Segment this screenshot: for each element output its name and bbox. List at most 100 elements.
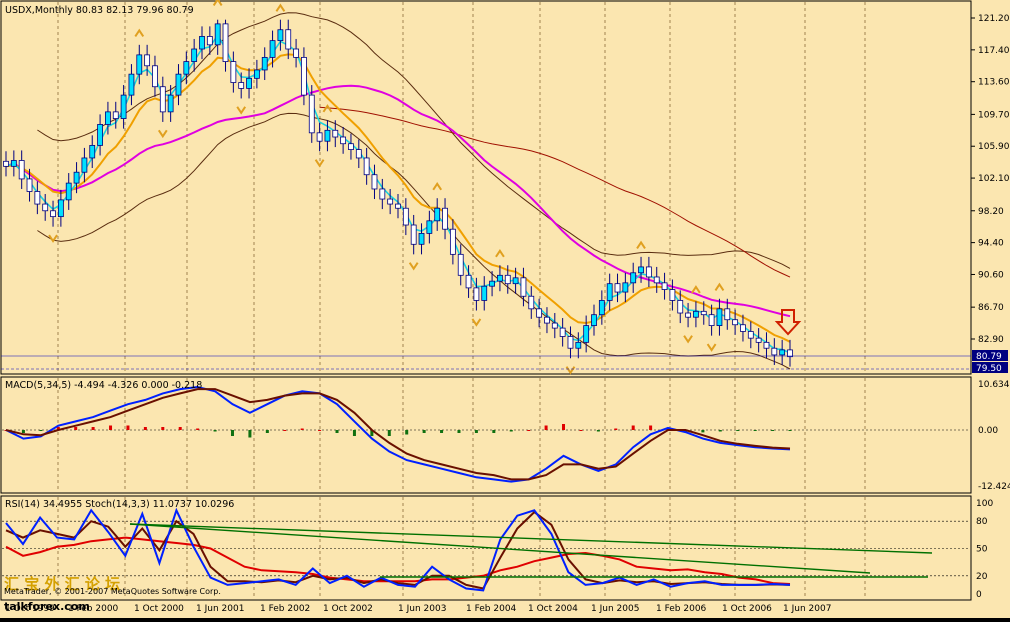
candle-body: [504, 274, 511, 285]
mid-ma-line: [5, 53, 791, 343]
time-label: 1 Jun 2001: [196, 604, 244, 614]
macd-hist-bar: [614, 428, 618, 430]
rsi-trendline-upper: [129, 523, 933, 554]
macd-hist-bar: [318, 430, 322, 431]
fractal-up-icon: [432, 182, 443, 191]
candle-body: [371, 174, 378, 190]
macd-hist-bar: [56, 427, 60, 430]
candle-body: [269, 40, 276, 58]
candle-body: [575, 341, 582, 349]
macd-hist-bar: [509, 430, 513, 432]
candle-body: [285, 29, 292, 50]
rsi-scale-label: 50: [976, 545, 988, 555]
fractal-down-icon: [236, 106, 247, 115]
candle-body: [97, 124, 103, 146]
candle-body: [551, 322, 558, 329]
time-label: 1 Jun 2005: [591, 604, 639, 614]
lower-band: [37, 112, 791, 370]
candle-body: [693, 310, 699, 318]
candle-body: [324, 129, 331, 142]
candle-body: [669, 289, 676, 301]
candle-body: [65, 182, 72, 201]
price-label: 86.70: [978, 303, 1004, 313]
time-label: 1 Feb 2000: [68, 604, 119, 614]
candle-body: [301, 56, 307, 96]
time-axis: 1 Oct 1999 1 Feb 2000 1 Oct 2000 1 Jun 2001…: [5, 604, 831, 614]
macd-grid: [2, 378, 970, 492]
macd-hist-bar: [300, 428, 304, 430]
current-price-label: 80.79: [972, 350, 1008, 362]
fractal-down-icon: [48, 234, 58, 243]
macd-hist-bar: [74, 427, 78, 430]
time-label: 1 Jun 2007: [783, 604, 831, 614]
candle-body: [159, 86, 166, 113]
candle-body: [740, 324, 746, 332]
macd-pane[interactable]: MACD(5,34,5) -4.494 -4.326 0.000 -0.218: [0, 376, 972, 494]
fractal-down-icon: [471, 318, 482, 327]
macd-hist-bar: [248, 430, 252, 438]
rsi-stoch-pane[interactable]: RSI(14) 34.4955 Stoch(14,3,3) 11.0737 10…: [0, 495, 972, 601]
candle-body: [128, 73, 135, 96]
macd-hist-bar: [492, 430, 496, 433]
candle-body: [653, 276, 660, 284]
watermark-site: talkforex.com: [4, 600, 90, 613]
price-label: 105.90: [978, 142, 1010, 152]
time-label: 1 Feb 2006: [656, 604, 707, 614]
price-label: 82.90: [978, 335, 1004, 345]
down-arrow-icon: [774, 309, 802, 336]
candle-body: [489, 280, 495, 287]
candle-body: [348, 143, 354, 150]
rsi-line: [5, 536, 791, 585]
candle-body: [253, 69, 260, 79]
main-pane-title: USDX,Monthly 80.83 82.13 79.96 80.79: [5, 5, 194, 16]
rsi-scale-label: 20: [976, 572, 988, 582]
fractal-markers: [48, 0, 725, 375]
candle-body: [183, 61, 190, 75]
fractal-up-icon: [714, 282, 725, 291]
macd-hist-bar: [143, 427, 147, 430]
candle-body: [277, 29, 284, 42]
main-price-pane[interactable]: USDX,Monthly 80.83 82.13 79.96 80.79: [0, 0, 972, 375]
price-label: 121.20: [978, 14, 1010, 24]
long-ma: [319, 106, 791, 278]
macd-hist-bar: [457, 430, 461, 433]
candle-body: [520, 277, 527, 297]
macd-hist-bar: [474, 430, 478, 433]
macd-hist-bar: [579, 430, 583, 431]
macd-hist-bar: [596, 430, 600, 432]
candle-body: [42, 203, 49, 212]
candle-body: [81, 157, 88, 173]
candle-body: [583, 325, 590, 343]
macd-hist-bar: [736, 430, 740, 431]
candle-body: [120, 94, 127, 119]
stoch-main-line: [5, 507, 791, 592]
candle-body: [685, 312, 691, 318]
candle-body: [355, 149, 362, 159]
rsi-trendline-mid: [129, 523, 871, 574]
macd-hist-bar: [213, 430, 217, 432]
candle-body: [724, 308, 731, 321]
macd-line: [5, 385, 791, 483]
candlestick-series: [3, 19, 793, 367]
rsi-scale-label: 100: [976, 499, 993, 509]
macd-lines: [5, 385, 791, 483]
candle-body: [473, 287, 480, 301]
fractal-up-icon: [636, 240, 646, 250]
macd-hist-bar: [126, 425, 130, 430]
fractal-up-icon: [322, 104, 333, 113]
time-label: 1 Oct 1999: [5, 604, 55, 614]
rsi-scale-label: 0: [976, 590, 982, 600]
candle-body: [755, 337, 762, 343]
candle-body: [567, 336, 574, 349]
signal-line: [5, 388, 791, 481]
candle-body: [175, 73, 182, 96]
candle-body: [700, 310, 707, 316]
candle-body: [497, 274, 503, 282]
macd-hist-bar: [230, 430, 234, 436]
candle-body: [638, 266, 644, 274]
watermark-chinese: 汇 宝 外 汇 论 坛: [4, 575, 120, 593]
price-label: 90.60: [978, 270, 1004, 280]
rsi-scale-label: 80: [976, 517, 988, 527]
